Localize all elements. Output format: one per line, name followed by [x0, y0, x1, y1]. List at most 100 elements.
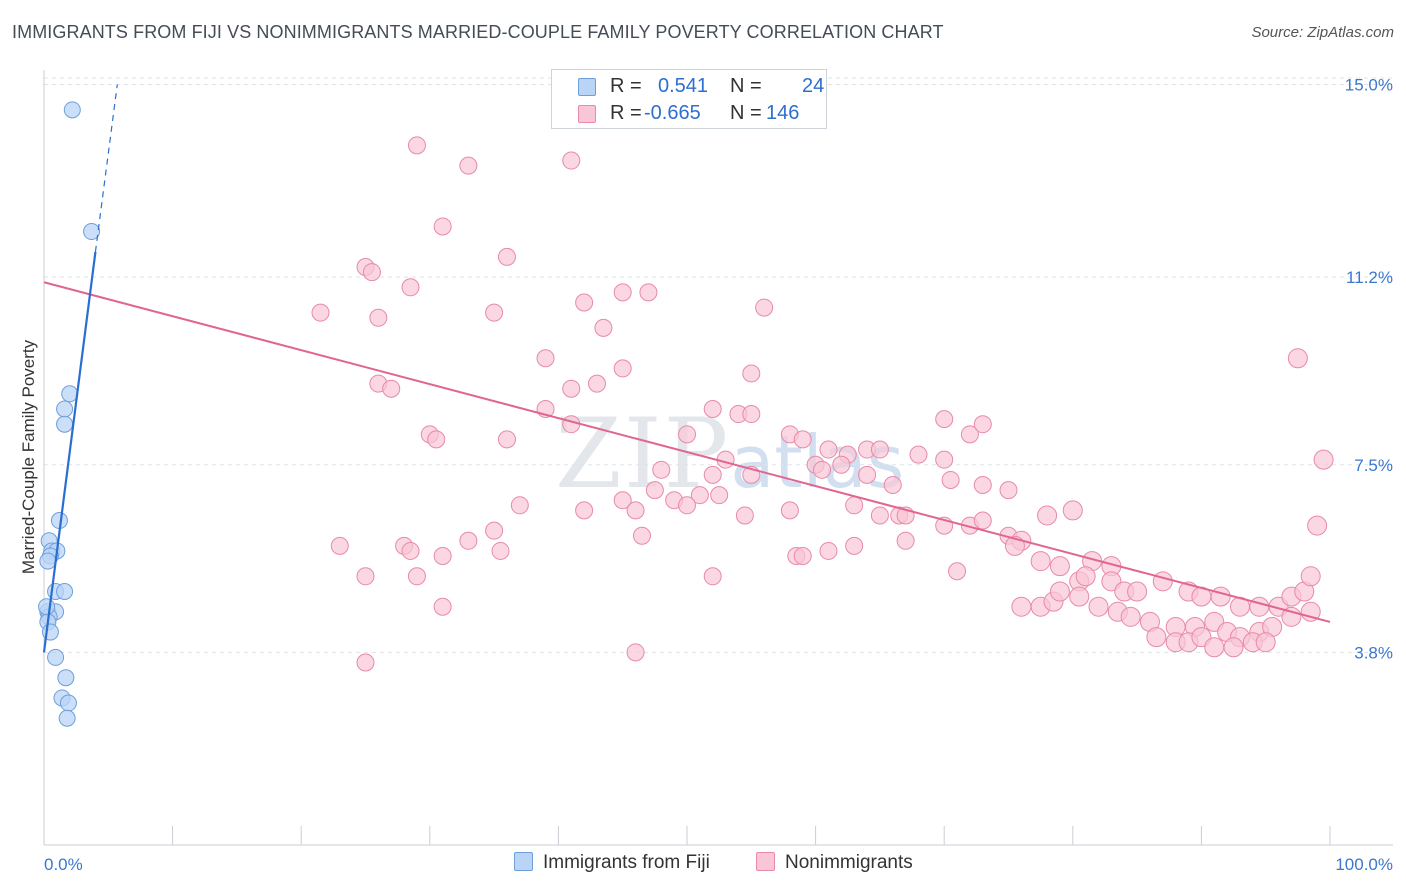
fiji-point: [63, 101, 81, 119]
fiji-point: [59, 694, 77, 712]
nonimmigrants-point: [973, 415, 992, 434]
nonimmigrants-point: [562, 151, 581, 170]
nonimmigrants-point: [613, 283, 632, 302]
nonimmigrants-point: [407, 136, 426, 155]
fiji-point: [56, 415, 74, 433]
nonimmigrants-point: [1152, 571, 1173, 592]
nonimmigrants-point: [1300, 566, 1321, 587]
nonimmigrants-point: [870, 506, 889, 525]
nonimmigrants-point: [1088, 596, 1109, 617]
legend-r-label: R =: [610, 75, 642, 97]
nonimmigrants-point: [973, 476, 992, 495]
legend-row-nonimmigrants: R = -0.665 N = 146: [552, 100, 826, 127]
nonimmigrants-point: [562, 415, 581, 434]
nonimmigrants-point: [1011, 596, 1032, 617]
nonimmigrants-point: [703, 567, 722, 586]
nonimmigrants-point: [735, 506, 754, 525]
nonimmigrants-trend-line: [43, 281, 1331, 623]
nonimmigrants-point: [1249, 596, 1270, 617]
legend-n-value: 146: [766, 102, 800, 124]
nonimmigrants-point: [819, 440, 838, 459]
legend-n-label: N =: [730, 75, 762, 97]
nonimmigrants-point: [1075, 566, 1096, 587]
nonimmigrants-point: [941, 470, 960, 489]
nonimmigrants-point: [1223, 637, 1244, 658]
fiji-point: [39, 552, 57, 570]
nonimmigrants-point: [1204, 637, 1225, 658]
nonimmigrants-point: [870, 440, 889, 459]
nonimmigrants-point: [652, 460, 671, 479]
fiji-point: [56, 400, 74, 418]
nonimmigrants-point: [382, 379, 401, 398]
y-tick-label: 3.8%: [1354, 643, 1393, 662]
legend-item-fiji[interactable]: Immigrants from Fiji: [514, 852, 710, 874]
nonimmigrants-point: [433, 547, 452, 566]
axis-layer: [43, 70, 1393, 846]
nonimmigrants-point: [1255, 632, 1276, 653]
nonimmigrants-point: [427, 430, 446, 449]
nonimmigrants-point: [1062, 500, 1083, 521]
nonimmigrants-point: [356, 653, 375, 672]
legend-item-nonimmigrants[interactable]: Nonimmigrants: [756, 852, 913, 874]
nonimmigrants-points: [311, 136, 1334, 672]
legend-r-value: 0.541: [658, 75, 709, 97]
nonimmigrants-point: [755, 298, 774, 317]
nonimmigrants-point: [330, 536, 349, 555]
nonimmigrants-point: [613, 491, 632, 510]
nonimmigrants-point: [896, 531, 915, 550]
nonimmigrants-point: [632, 526, 651, 545]
nonimmigrants-point: [369, 308, 388, 327]
nonimmigrants-point: [703, 465, 722, 484]
nonimmigrants-point: [639, 283, 658, 302]
nonimmigrants-point: [626, 501, 645, 520]
nonimmigrants-point: [575, 293, 594, 312]
nonimmigrants-point: [793, 547, 812, 566]
nonimmigrants-point: [594, 318, 613, 337]
nonimmigrants-point: [575, 501, 594, 520]
nonimmigrants-point: [311, 303, 330, 322]
fiji-point: [58, 709, 76, 727]
nonimmigrants-point: [883, 476, 902, 495]
nonimmigrants-point: [742, 364, 761, 383]
nonimmigrants-point: [433, 217, 452, 236]
trend-layer: [42, 84, 1331, 653]
fiji-legend-label: Immigrants from Fiji: [543, 852, 710, 873]
nonimmigrants-point: [742, 405, 761, 424]
fiji-trend-extension: [94, 84, 118, 252]
nonimmigrants-swatch: [578, 105, 596, 123]
grid-layer: [44, 77, 1395, 653]
nonimmigrants-point: [1069, 586, 1090, 607]
nonimmigrants-point: [973, 511, 992, 530]
nonimmigrants-point: [497, 430, 516, 449]
nonimmigrants-point: [935, 410, 954, 429]
nonimmigrants-point: [678, 425, 696, 444]
fiji-point: [83, 223, 101, 241]
x-tick-label: 0.0%: [44, 855, 83, 874]
label-layer: 3.8% 7.5% 11.2% 15.0% 0.0% 100.0% Married-Coup…: [19, 76, 1393, 875]
nonimmigrants-point: [407, 567, 426, 586]
nonimmigrants-point: [1037, 505, 1058, 526]
nonimmigrants-point: [690, 486, 709, 505]
nonimmigrants-point: [401, 541, 420, 560]
fiji-point: [56, 583, 74, 600]
legend-row-fiji: R = 0.541 N = 24: [552, 73, 826, 100]
nonimmigrants-point: [1049, 556, 1070, 577]
fiji-point: [61, 385, 79, 403]
nonimmigrants-point: [1030, 551, 1051, 572]
nonimmigrants-point: [948, 562, 967, 581]
nonimmigrants-point: [356, 567, 375, 586]
nonimmigrants-point: [362, 263, 381, 282]
nonimmigrants-point: [1287, 348, 1308, 369]
nonimmigrants-point: [587, 374, 606, 393]
fiji-point: [57, 669, 75, 687]
nonimmigrants-point: [401, 278, 420, 297]
chart-title: IMMIGRANTS FROM FIJI VS NONIMMIGRANTS MA…: [12, 22, 944, 42]
nonimmigrants-point: [999, 481, 1018, 500]
nonimmigrants-point: [845, 536, 864, 555]
y-tick-label: 15.0%: [1345, 76, 1393, 95]
nonimmigrants-point: [1127, 581, 1148, 602]
stats-legend: R = 0.541 N = 24 R = -0.665 N = 146: [551, 69, 827, 129]
y-tick-label: 11.2%: [1346, 268, 1393, 287]
nonimmigrants-point: [935, 450, 954, 469]
nonimmigrants-point: [433, 597, 452, 616]
